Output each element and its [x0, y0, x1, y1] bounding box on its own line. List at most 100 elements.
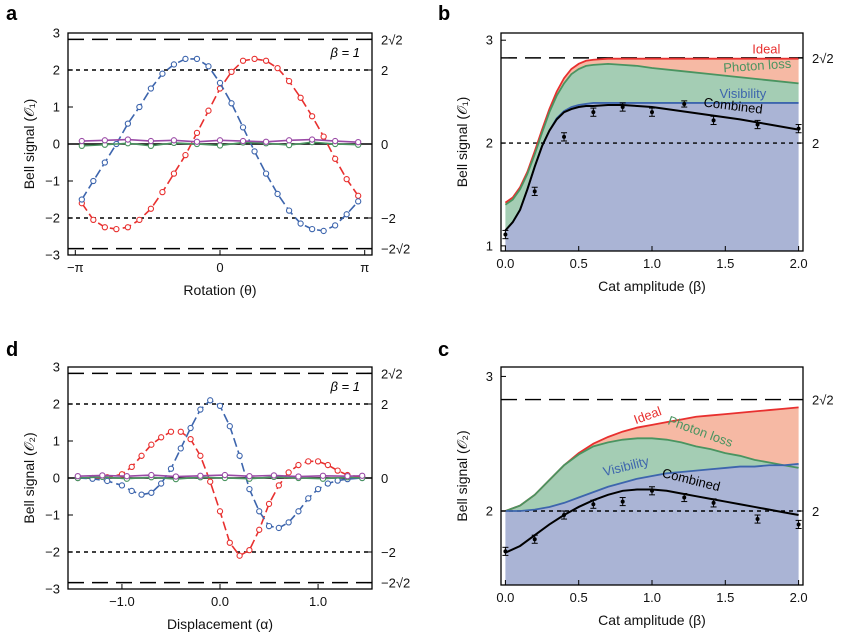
a-data-point-red [136, 216, 143, 223]
b-data-point [562, 134, 567, 139]
a-data-point-blue [239, 124, 247, 131]
c-x-tick-label: 1.5 [716, 590, 734, 605]
b-x-tick-label: 1.0 [643, 256, 661, 271]
c-y-axis-label: Bell signal (𝒪₂) [454, 430, 470, 521]
a-data-point-red [113, 225, 120, 233]
b-y-axis-label: Bell signal (𝒪₁) [454, 97, 470, 188]
d-y-tick-label: −3 [45, 582, 60, 597]
b-data-point [503, 232, 508, 237]
d-data-point-blue [128, 487, 135, 495]
c-y-tick-label: 3 [486, 369, 493, 384]
a-data-point-blue [182, 55, 189, 63]
a-y-tick-label: −3 [45, 248, 60, 263]
d-data-point-blue [275, 524, 282, 532]
b-data-point [711, 118, 716, 123]
d-data-point-blue [226, 423, 233, 430]
d-data-point-red [334, 467, 341, 474]
panel-b-cat-amplitude-plot: 0.0 0.5 1.0 1.5 2.0 1 2 3 2√2 2 Cat amplitude (β) B… [454, 32, 834, 294]
a-data-point-red [332, 155, 339, 162]
c-data-point [711, 500, 716, 505]
b-curve-label-photon-loss: Photon loss [723, 56, 792, 76]
d-data-point-red [265, 500, 273, 508]
a-data-point-red [170, 170, 178, 177]
d-y-tick-label: 3 [53, 360, 60, 375]
panel-c-cat-amplitude-plot: 0.0 0.5 1.0 1.5 2.0 2 3 2√2 2 Cat amplitude (β) Be… [454, 366, 834, 628]
c-right-tick-label: 2√2 [812, 393, 834, 408]
d-data-point-blue [158, 480, 165, 487]
a-data-point-red [124, 224, 132, 231]
a-y-tick-label: 2 [53, 63, 60, 78]
a-data-point-blue [170, 61, 178, 68]
a-data-point-blue [193, 55, 201, 63]
d-data-point-red [216, 508, 224, 515]
b-right-tick-label: 2 [812, 136, 819, 151]
a-data-point-red [297, 94, 304, 101]
panel-d-displacement-plot: −1.0 0.0 1.0 −3 −2 −1 0 1 2 3 2√2 2 0 −2 −2√2 Displacem… [21, 360, 410, 633]
d-data-point-purple [319, 472, 327, 479]
a-data-point-purple [147, 137, 155, 145]
a-data-point-red [343, 175, 350, 183]
d-data-point-blue [118, 482, 126, 489]
a-y-tick-label: 1 [53, 100, 60, 115]
a-y-tick-label: −1 [45, 174, 60, 189]
d-series-line-green [77, 476, 363, 480]
a-y-tick-label: 0 [53, 137, 60, 152]
c-data-point [650, 488, 654, 493]
a-data-point-red [262, 57, 270, 64]
a-data-point-red [159, 188, 166, 196]
d-data-point-blue [305, 495, 312, 502]
d-data-point-red [138, 452, 145, 459]
panel-letter-b: b [438, 3, 450, 25]
c-visibility-region [505, 463, 799, 585]
a-data-point-blue [308, 225, 316, 233]
d-data-point-purple [197, 472, 204, 479]
d-y-tick-label: 0 [53, 471, 60, 486]
b-y-tick-label: 3 [486, 33, 493, 48]
a-data-point-red [308, 113, 316, 120]
d-y-tick-label: −2 [45, 545, 60, 560]
a-right-tick-label: −2√2 [381, 242, 410, 257]
a-data-point-purple [101, 137, 108, 144]
c-visibility-curve [505, 462, 799, 512]
a-data-point-blue [262, 170, 270, 177]
a-data-point-purple [216, 137, 224, 144]
c-data-point [755, 517, 760, 522]
b-photon-loss-curve [504, 62, 799, 206]
a-data-point-red [205, 107, 212, 114]
panel-letter-a: a [6, 3, 18, 25]
d-data-point-blue [246, 485, 253, 493]
d-x-tick-label: −1.0 [109, 594, 135, 609]
a-data-point-purple [124, 136, 132, 143]
b-ideal-region [505, 58, 799, 205]
a-data-point-red [320, 133, 327, 140]
a-data-point-green [216, 142, 224, 149]
b-data-point [620, 105, 625, 110]
d-data-point-red [295, 461, 302, 469]
c-data-point [503, 549, 508, 554]
a-data-point-red [285, 77, 293, 85]
a-right-tick-label: −2 [381, 211, 396, 226]
a-data-point-blue [90, 177, 97, 185]
c-ideal-region [505, 407, 799, 511]
d-data-point-red [246, 547, 253, 554]
d-data-point-purple [344, 472, 351, 480]
a-data-point-blue [343, 211, 350, 218]
c-x-tick-label: 0.0 [496, 590, 514, 605]
d-y-tick-label: −1 [45, 508, 60, 523]
d-right-tick-label: −2 [381, 545, 396, 560]
a-data-point-purple [170, 137, 178, 144]
a-data-point-blue [274, 190, 281, 198]
b-combined-curve [504, 103, 799, 232]
d-data-point-purple [123, 472, 130, 480]
a-data-point-blue [332, 222, 339, 229]
d-data-point-purple [246, 472, 253, 480]
d-beta-annotation: β = 1 [330, 379, 360, 394]
b-curve-label-visibility: Visibility [720, 86, 767, 101]
b-right-tick-label: 2√2 [812, 51, 834, 66]
a-data-point-purple [308, 136, 316, 143]
d-data-point-blue [197, 406, 204, 413]
a-x-tick-label: π [360, 260, 369, 275]
d-series-line-purple [77, 474, 363, 478]
d-data-point-blue [177, 445, 184, 452]
b-x-tick-label: 1.5 [716, 256, 734, 271]
